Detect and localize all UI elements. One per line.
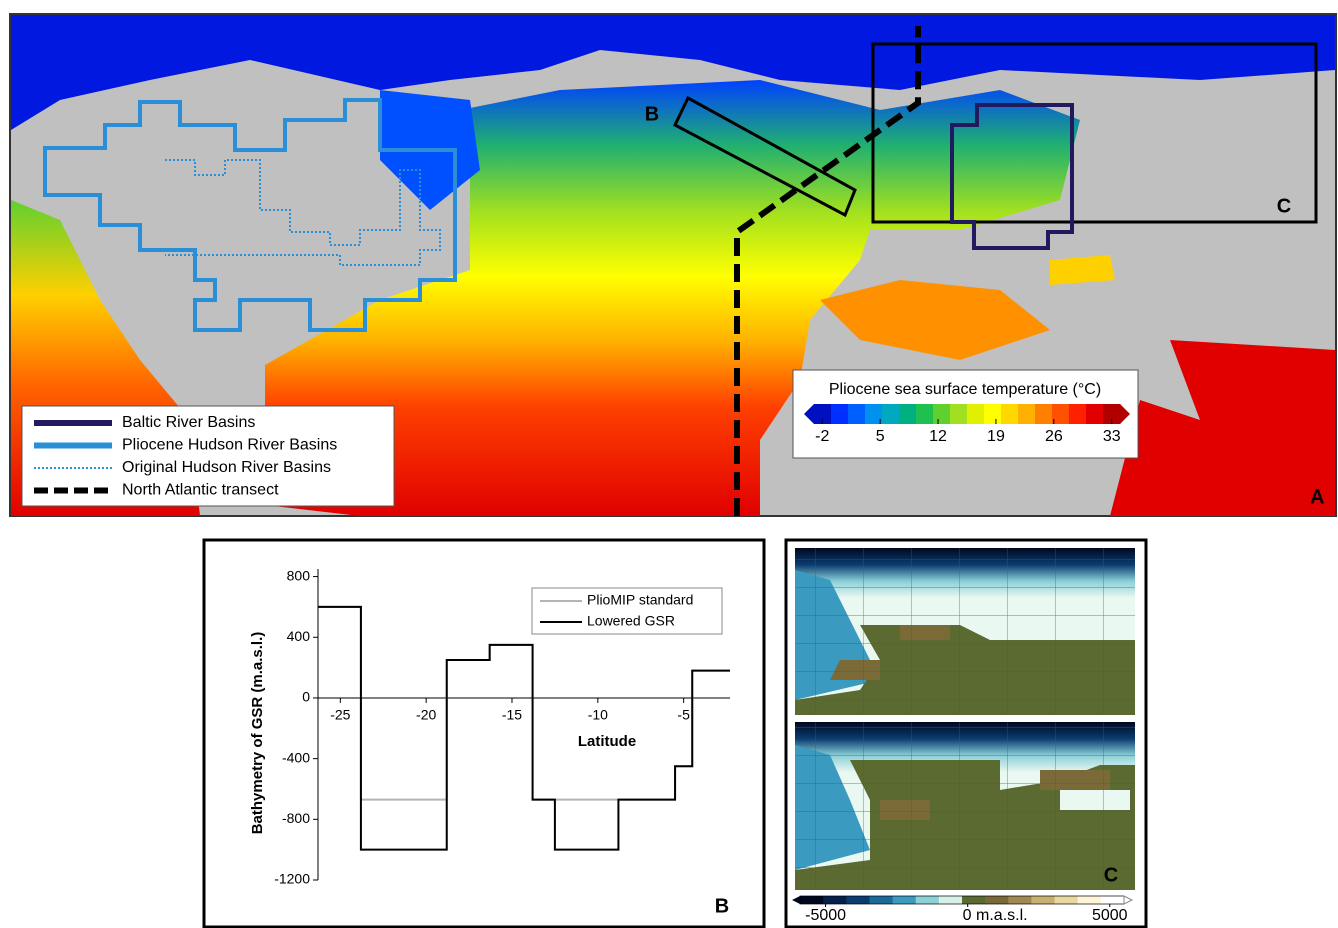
- colorbar-segment: [1101, 896, 1125, 904]
- y-tick-label: 800: [287, 567, 311, 583]
- colorbar-segment: [831, 404, 849, 424]
- colorbar-segment: [893, 896, 917, 904]
- legend-label: Pliocene Hudson River Basins: [122, 437, 337, 454]
- colorbar-segment: [846, 896, 870, 904]
- colorbar-segment: [1018, 404, 1036, 424]
- panel-label: B: [715, 895, 729, 917]
- legend-label: North Atlantic transect: [122, 482, 279, 499]
- colorbar-title: Pliocene sea surface temperature (°C): [829, 381, 1101, 398]
- colorbar-segment: [933, 404, 951, 424]
- legend-label: PlioMIP standard: [587, 592, 693, 608]
- x-tick-label: -5: [677, 707, 690, 723]
- y-tick-label: 0: [302, 689, 310, 705]
- box-label: C: [1277, 195, 1291, 217]
- y-axis-title: Bathymetry of GSR (m.a.s.l.): [249, 632, 266, 835]
- colorbar-tick-label: 26: [1045, 428, 1063, 445]
- colorbar-segment: [800, 896, 824, 904]
- colorbar-segment: [869, 896, 893, 904]
- panel-label: C: [1104, 864, 1118, 886]
- colorbar-segment: [1069, 404, 1087, 424]
- x-tick-label: -25: [330, 707, 350, 723]
- colorbar-segment: [916, 404, 934, 424]
- y-tick-label: 400: [287, 628, 311, 644]
- x-tick-label: -20: [416, 707, 436, 723]
- colorbar-tick-label: 0 m.a.s.l.: [963, 907, 1028, 924]
- y-tick-label: -1200: [274, 871, 310, 887]
- colorbar-segment: [1035, 404, 1053, 424]
- colorbar-segment: [1031, 896, 1055, 904]
- colorbar-segment: [1008, 896, 1032, 904]
- x-tick-label: -15: [502, 707, 522, 723]
- colorbar-segment: [848, 404, 866, 424]
- colorbar-tick-label: -2: [815, 428, 829, 445]
- colorbar-segment: [962, 896, 986, 904]
- colorbar-segment: [882, 404, 900, 424]
- colorbar-segment: [1078, 896, 1102, 904]
- box-label: B: [645, 103, 659, 125]
- y-tick-label: -400: [282, 749, 310, 765]
- colorbar-segment: [1001, 404, 1019, 424]
- panel-label: A: [1310, 486, 1324, 508]
- y-tick-label: -800: [282, 810, 310, 826]
- colorbar-segment: [1086, 404, 1104, 424]
- colorbar-segment: [916, 896, 940, 904]
- legend-label: Original Hudson River Basins: [122, 459, 331, 476]
- colorbar-segment: [1055, 896, 1079, 904]
- colorbar-tick-label: 5: [876, 428, 885, 445]
- figure: A B C Baltic River Basins Pliocene Hudson Ri…: [0, 0, 1338, 928]
- colorbar-segment: [823, 896, 847, 904]
- colorbar-segment: [985, 896, 1009, 904]
- legend-label: Lowered GSR: [587, 613, 675, 629]
- colorbar-segment: [1052, 404, 1070, 424]
- colorbar-segment: [939, 896, 963, 904]
- colorbar-tick-label: 33: [1103, 428, 1121, 445]
- colorbar-segment: [899, 404, 917, 424]
- colorbar-segment: [984, 404, 1002, 424]
- x-axis-title: Latitude: [578, 733, 636, 750]
- colorbar-segment: [950, 404, 968, 424]
- colorbar-segment: [967, 404, 985, 424]
- x-tick-label: -10: [588, 707, 608, 723]
- colorbar-tick-label: 5000: [1092, 907, 1128, 924]
- colorbar-tick-label: 19: [987, 428, 1005, 445]
- legend-label: Baltic River Basins: [122, 414, 255, 431]
- colorbar-tick-label: -5000: [805, 907, 846, 924]
- colorbar-tick-label: 12: [929, 428, 947, 445]
